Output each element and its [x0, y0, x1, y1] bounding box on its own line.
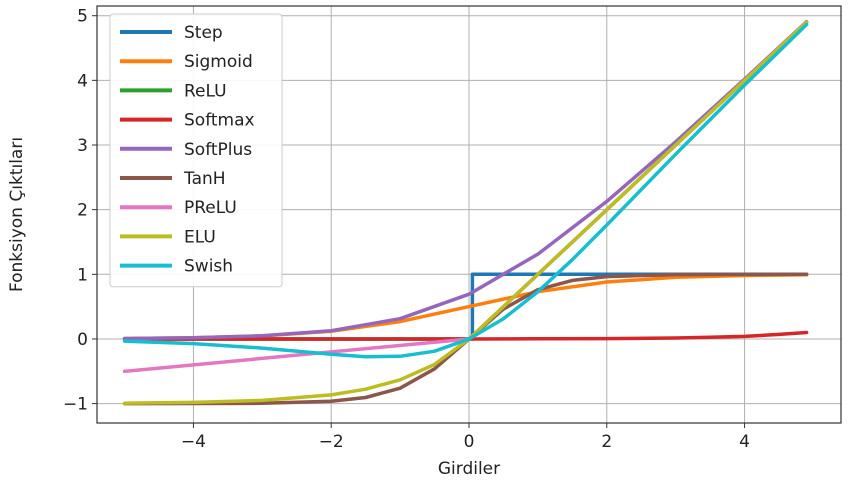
series-line-swish	[122, 22, 809, 359]
y-tick-label: 1	[77, 265, 88, 285]
legend-label-prelu: PReLU	[184, 198, 237, 218]
y-tick-label: 2	[77, 201, 88, 221]
series-line-softplus	[122, 19, 809, 341]
legend-label-relu: ReLU	[184, 81, 227, 101]
y-tick-label: −1	[63, 395, 88, 415]
series-layer	[122, 19, 809, 406]
legend-label-swish: Swish	[184, 257, 233, 277]
y-tick-label: 5	[77, 7, 88, 27]
series-line-softmax	[122, 330, 809, 341]
x-axis-label: Girdiler	[438, 459, 500, 479]
x-tick-label: −4	[181, 432, 206, 452]
legend-label-step: Step	[184, 23, 223, 43]
legend-label-softmax: Softmax	[184, 111, 255, 131]
series-line-elu	[122, 20, 809, 405]
legend-label-sigmoid: Sigmoid	[184, 52, 253, 72]
x-tick-label: 2	[601, 432, 612, 452]
y-tick-label: 3	[77, 136, 88, 156]
legend-label-softplus: SoftPlus	[184, 140, 252, 160]
y-axis-label: Fonksiyon Çıktıları	[7, 137, 27, 292]
legend-label-elu: ELU	[184, 227, 216, 247]
y-tick-label: 4	[77, 71, 88, 91]
x-tick-label: 0	[464, 432, 475, 452]
legend: Step Sigmoid ReLU Softmax SoftPlus TanH PReLU E…	[109, 13, 283, 288]
legend-label-tanh: TanH	[183, 169, 226, 189]
x-tick-label: 4	[739, 432, 750, 452]
legend-box	[109, 13, 283, 288]
y-tick-label: 0	[77, 330, 88, 350]
x-tick-label: −2	[319, 432, 344, 452]
axis-ticks: −4 −2 0 2 4 −1 0 1 2 3 4 5	[63, 7, 750, 452]
